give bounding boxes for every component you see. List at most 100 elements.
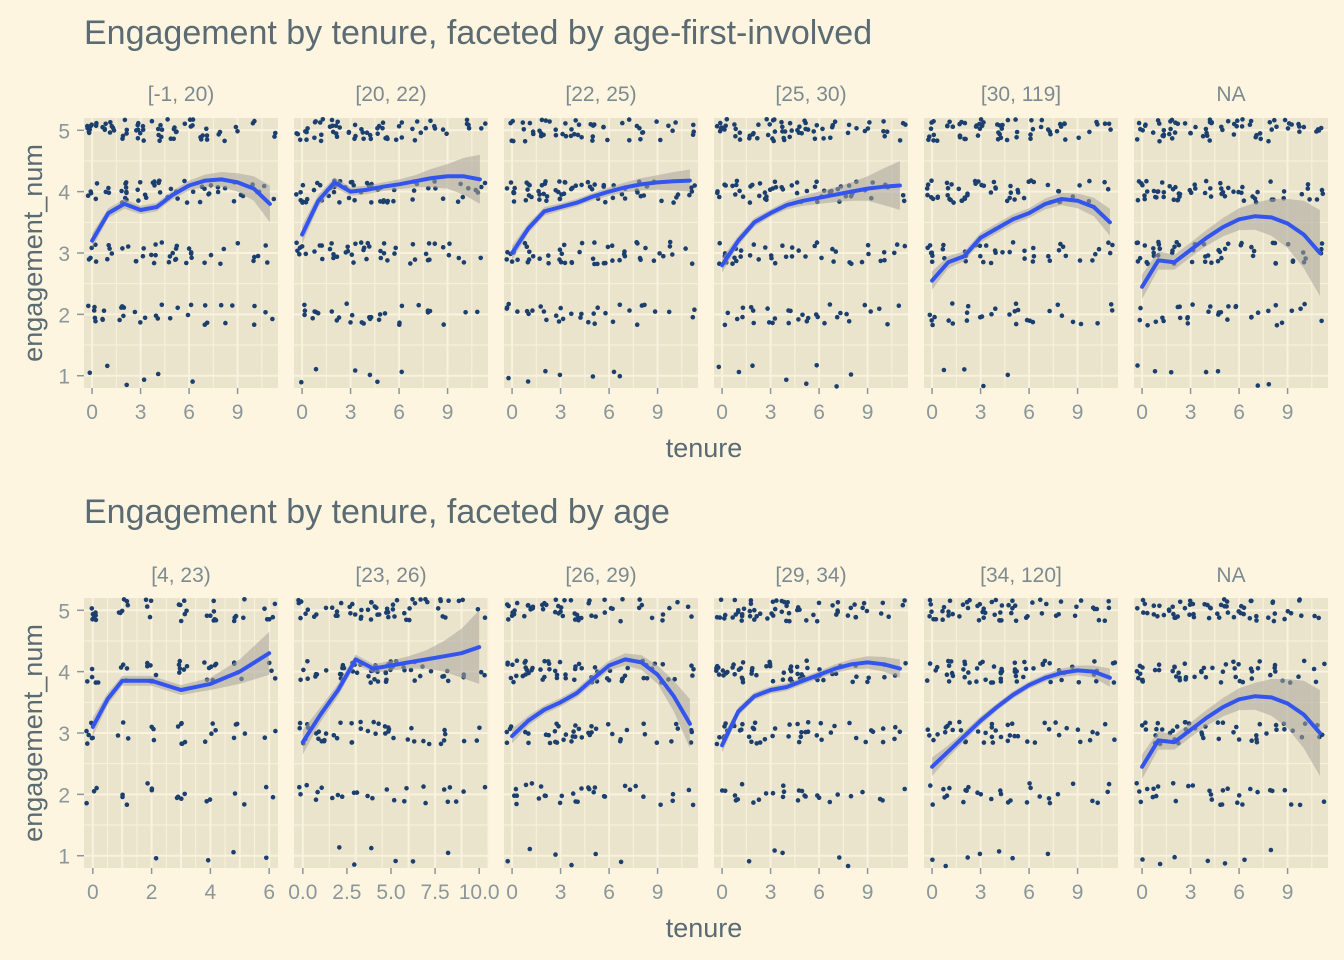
data-point (136, 120, 141, 126)
data-point (530, 308, 535, 313)
data-point (381, 251, 387, 256)
data-point (812, 184, 818, 190)
data-point (210, 721, 215, 726)
data-point (618, 618, 623, 624)
data-point (298, 792, 303, 797)
data-point (273, 728, 278, 734)
data-point (563, 672, 568, 677)
data-point (155, 126, 161, 132)
data-point (1282, 117, 1288, 123)
data-point (1160, 315, 1165, 321)
data-point (652, 309, 658, 314)
data-point (391, 198, 396, 204)
data-point (1170, 781, 1176, 786)
x-tick-label: 0 (87, 881, 99, 904)
data-point (1279, 320, 1285, 326)
data-point (155, 316, 161, 321)
data-point (1296, 674, 1301, 679)
data-point (1217, 249, 1223, 255)
data-point (882, 674, 887, 680)
data-point (1254, 613, 1259, 619)
data-point (1222, 604, 1227, 609)
data-point (251, 258, 256, 264)
data-point (1231, 730, 1236, 735)
data-point (1142, 243, 1148, 248)
data-point (730, 261, 735, 267)
data-point (941, 786, 946, 792)
data-point (983, 677, 988, 683)
data-point (93, 617, 99, 623)
data-point (122, 117, 128, 123)
data-point (339, 672, 344, 677)
data-point (641, 721, 646, 727)
data-point (799, 788, 805, 794)
x-tick-label: 6 (183, 401, 195, 424)
data-point (672, 676, 677, 682)
data-point (329, 117, 335, 123)
data-point (508, 180, 514, 185)
data-point (185, 312, 191, 318)
data-point (946, 318, 951, 323)
data-point (405, 737, 411, 742)
data-point (1170, 668, 1175, 674)
data-point (541, 191, 546, 197)
x-tick-label: 4 (205, 881, 217, 904)
x-tick-label: 2 (146, 881, 158, 904)
facet-panel (294, 597, 489, 868)
data-point (204, 126, 209, 132)
data-point (783, 254, 789, 260)
data-point (506, 617, 511, 622)
data-point (365, 793, 370, 799)
data-point (1134, 137, 1140, 142)
data-point (966, 784, 971, 790)
data-point (85, 741, 90, 746)
data-point (1159, 180, 1165, 185)
data-point (1137, 255, 1143, 261)
data-point (553, 313, 559, 319)
data-point (1140, 182, 1145, 188)
data-point (412, 678, 418, 683)
data-point (796, 130, 802, 135)
data-point (900, 602, 906, 608)
data-point (1248, 118, 1254, 124)
data-point (925, 192, 930, 198)
data-point (974, 666, 980, 671)
data-point (189, 255, 194, 260)
data-point (847, 720, 852, 726)
smooth-line (300, 645, 482, 745)
data-point (348, 320, 353, 325)
facet-panel (714, 597, 908, 869)
data-point (651, 258, 657, 264)
data-point (1225, 786, 1230, 791)
data-point (1169, 136, 1175, 141)
data-point (1168, 126, 1173, 132)
data-point (690, 314, 696, 320)
x-tick-label: 9 (862, 881, 874, 904)
data-point (1015, 733, 1021, 739)
data-point (577, 249, 582, 255)
data-point (298, 615, 303, 621)
x-tick-label: 3 (555, 401, 567, 424)
data-point (456, 598, 462, 604)
data-point (1282, 727, 1287, 732)
data-point (1224, 599, 1230, 604)
data-point (310, 316, 316, 321)
data-point (803, 254, 808, 259)
data-point (683, 246, 688, 251)
data-point (252, 254, 257, 260)
data-point (1077, 258, 1083, 263)
data-point (992, 612, 997, 618)
data-point (927, 661, 933, 666)
data-point (880, 600, 886, 606)
data-point (634, 322, 640, 328)
data-point (358, 719, 363, 725)
x-tick-label: 9 (862, 401, 874, 424)
data-point (368, 136, 374, 142)
data-point (804, 658, 809, 663)
data-point (1013, 618, 1019, 624)
data-point (510, 662, 515, 668)
data-point (1192, 674, 1197, 680)
data-point (346, 129, 352, 135)
data-point (714, 615, 720, 620)
data-point (784, 618, 789, 624)
